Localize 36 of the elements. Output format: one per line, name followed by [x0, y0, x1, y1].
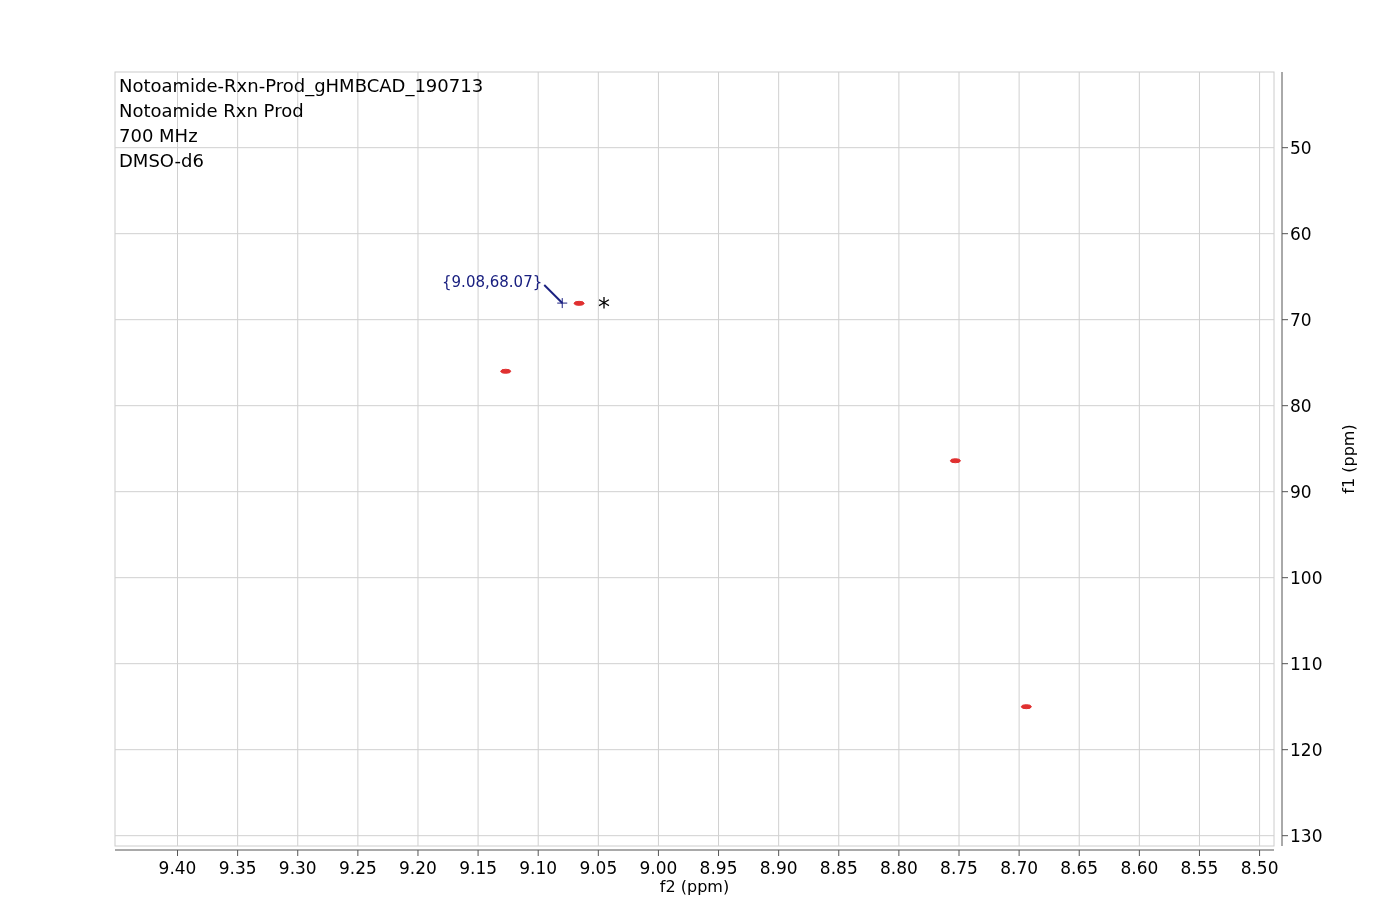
y-axis-title: f1 (ppm)	[1339, 424, 1358, 494]
annotation: Notoamide Rxn Prod	[119, 100, 304, 121]
annotation: DMSO-d6	[119, 150, 204, 171]
annotation: Notoamide-Rxn-Prod_gHMBCAD_190713	[119, 75, 484, 97]
y-tick-label: 80	[1290, 395, 1312, 416]
x-tick-label: 9.25	[338, 858, 377, 878]
x-tick-label: 8.75	[940, 858, 978, 878]
x-tick-label: 8.95	[699, 858, 738, 878]
x-tick-label: 8.65	[1060, 858, 1099, 878]
x-tick-label: 8.60	[1120, 858, 1159, 878]
y-tick-label: 120	[1290, 739, 1323, 760]
x-tick-label: 9.30	[278, 858, 317, 878]
y-tick-label: 130	[1290, 825, 1323, 846]
annotation: *	[598, 293, 611, 322]
x-tick-label: 8.55	[1180, 858, 1219, 878]
x-tick-label: 9.10	[519, 858, 558, 878]
y-tick-label: 60	[1290, 223, 1312, 244]
x-tick-label: 8.85	[819, 858, 858, 878]
x-tick-label: 8.80	[879, 858, 918, 878]
x-tick-label: 9.05	[579, 858, 618, 878]
x-tick-label: 9.15	[459, 858, 498, 878]
y-tick-label: 50	[1290, 137, 1312, 158]
y-tick-label: 90	[1290, 481, 1312, 502]
x-tick-label: 9.20	[399, 858, 437, 878]
x-tick-label: 9.00	[639, 858, 678, 878]
y-tick-label: 110	[1290, 653, 1323, 674]
x-tick-label: 8.70	[1000, 858, 1039, 878]
annotation: 700 MHz	[119, 125, 198, 146]
x-tick-label: 8.50	[1240, 858, 1279, 878]
x-tick-label: 8.90	[759, 858, 798, 878]
x-tick-label: 9.40	[158, 858, 197, 878]
x-axis-title: f2 (ppm)	[659, 877, 730, 896]
y-tick-label: 100	[1290, 567, 1323, 588]
annotation: {9.08,68.07}	[442, 273, 543, 292]
y-tick-label: 70	[1290, 309, 1312, 330]
x-tick-label: 9.35	[218, 858, 257, 878]
